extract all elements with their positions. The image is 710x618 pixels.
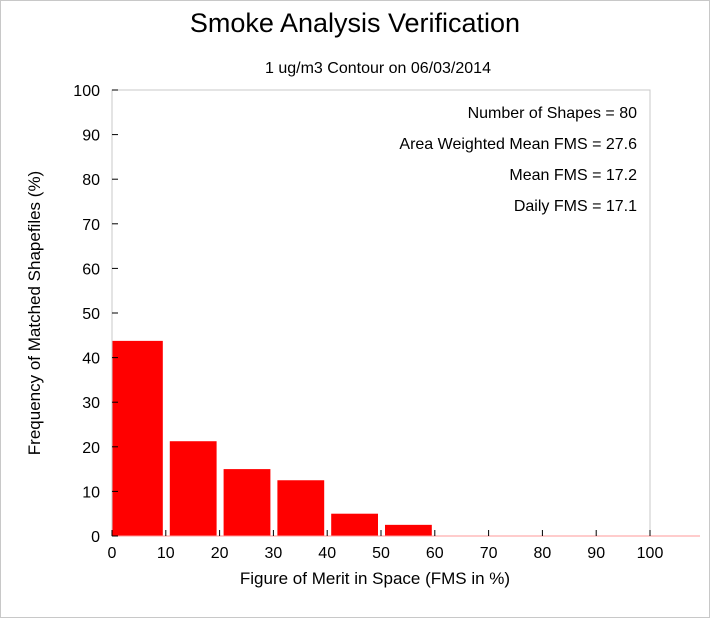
y-tick-label: 80 [82,172,100,189]
y-tick-label: 40 [82,351,100,368]
stat-annotation: Number of Shapes = 80 [468,105,638,122]
x-tick-label: 10 [157,545,175,562]
stats-annotations: Number of Shapes = 80 Area Weighted Mean … [399,105,637,215]
histogram-bar [169,441,217,536]
histogram-bar [331,513,378,536]
x-tick-label: 30 [265,545,283,562]
x-tick-label: 40 [318,545,336,562]
y-tick-label: 30 [82,395,100,412]
y-tick-label: 10 [82,484,100,501]
y-tick-label: 100 [73,83,100,100]
histogram-bar [277,480,325,536]
x-axis-ticks: 0 10 20 30 40 50 60 70 80 90 100 [108,530,664,562]
bars-group [112,340,432,536]
y-axis-label: Frequency of Matched Shapefiles (%) [25,171,44,455]
histogram-bar [112,340,163,536]
histogram-bar [223,469,271,536]
x-axis-label: Figure of Merit in Space (FMS in %) [240,569,510,588]
x-tick-label: 0 [108,545,117,562]
y-tick-label: 70 [82,217,100,234]
chart-title: Smoke Analysis Verification [189,8,521,38]
x-tick-label: 100 [637,545,664,562]
histogram-bar [385,524,432,536]
x-tick-label: 60 [426,545,444,562]
y-tick-label: 60 [82,261,100,278]
stat-annotation: Daily FMS = 17.1 [514,198,637,215]
chart-subtitle: 1 ug/m3 Contour on 06/03/2014 [265,60,491,77]
stat-annotation: Mean FMS = 17.2 [509,167,637,184]
y-axis-ticks: 0 10 20 30 40 50 60 70 80 90 100 [73,83,118,546]
y-tick-label: 50 [82,306,100,323]
y-tick-label: 90 [82,128,100,145]
y-tick-label: 20 [82,440,100,457]
x-tick-label: 50 [372,545,390,562]
x-tick-label: 70 [480,545,498,562]
x-tick-label: 80 [534,545,552,562]
x-tick-label: 90 [587,545,605,562]
x-tick-label: 20 [211,545,229,562]
y-tick-label: 0 [91,529,100,546]
stat-annotation: Area Weighted Mean FMS = 27.6 [399,136,637,153]
